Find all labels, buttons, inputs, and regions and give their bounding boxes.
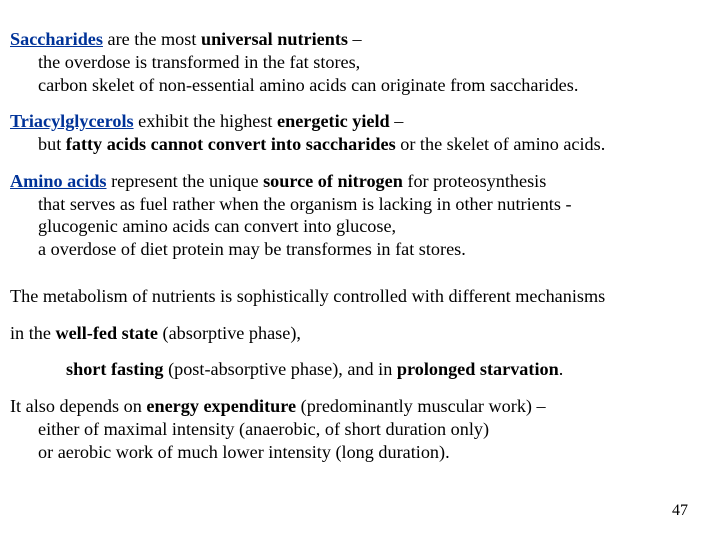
indent-line: a overdose of diet protein may be transf…	[10, 238, 710, 261]
spacer	[10, 275, 710, 285]
bold-wellfed: well-fed state	[55, 323, 158, 343]
indent-line: carbon skelet of non-essential amino aci…	[10, 74, 710, 97]
para-triacylglycerols: Triacylglycerols exhibit the highest ene…	[10, 110, 710, 156]
term-saccharides: Saccharides	[10, 29, 103, 49]
para-amino-acids: Amino acids represent the unique source …	[10, 170, 710, 261]
text: .	[559, 359, 564, 379]
indent-line: but fatty acids cannot convert into sacc…	[10, 133, 710, 156]
para-fasting: short fasting (post-absorptive phase), a…	[10, 358, 710, 381]
text: –	[390, 111, 404, 131]
bold-starvation: prolonged starvation	[397, 359, 559, 379]
slide-body: Saccharides are the most universal nutri…	[0, 0, 720, 540]
page-number: 47	[672, 502, 688, 520]
bold-universal: universal nutrients	[201, 29, 348, 49]
text: –	[348, 29, 362, 49]
para-metabolism: The metabolism of nutrients is sophistic…	[10, 285, 710, 308]
text: for proteosynthesis	[403, 171, 546, 191]
bold-short-fasting: short fasting	[66, 359, 164, 379]
bold-energetic: energetic yield	[277, 111, 390, 131]
text: (predominantly muscular work) –	[296, 396, 546, 416]
term-amino-acids: Amino acids	[10, 171, 107, 191]
indent-line: or aerobic work of much lower intensity …	[10, 441, 710, 464]
para-energy: It also depends on energy expenditure (p…	[10, 395, 710, 463]
para-wellfed: in the well-fed state (absorptive phase)…	[10, 322, 710, 345]
indent-line: that serves as fuel rather when the orga…	[10, 193, 710, 216]
text: (absorptive phase),	[158, 323, 301, 343]
bold-energy: energy expenditure	[146, 396, 296, 416]
term-triacylglycerols: Triacylglycerols	[10, 111, 134, 131]
text: (post-absorptive phase), and in	[164, 359, 397, 379]
text: in the	[10, 323, 55, 343]
text: are the most	[103, 29, 201, 49]
indent-line: the overdose is transformed in the fat s…	[10, 51, 710, 74]
text: It also depends on	[10, 396, 146, 416]
para-saccharides: Saccharides are the most universal nutri…	[10, 28, 710, 96]
bold-nitrogen: source of nitrogen	[263, 171, 403, 191]
bold-fatty: fatty acids cannot convert into sacchari…	[66, 134, 396, 154]
text: but	[38, 134, 66, 154]
indent-line: either of maximal intensity (anaerobic, …	[10, 418, 710, 441]
text: or the skelet of amino acids.	[396, 134, 606, 154]
text: exhibit the highest	[134, 111, 277, 131]
indent-line: glucogenic amino acids can convert into …	[10, 215, 710, 238]
text: represent the unique	[107, 171, 264, 191]
